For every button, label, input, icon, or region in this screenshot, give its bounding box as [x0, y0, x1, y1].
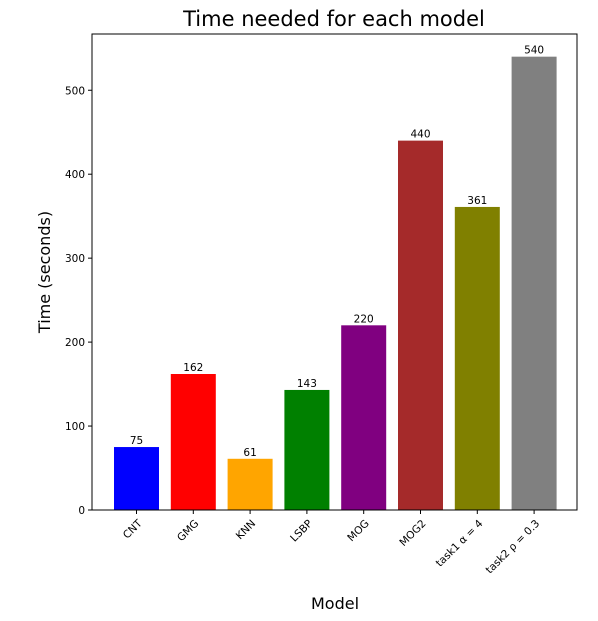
chart-title: Time needed for each model	[182, 7, 485, 31]
x-tick-label-2: KNN	[234, 518, 258, 542]
x-tick-label-1: GMG	[175, 518, 201, 544]
bars-layer	[114, 56, 557, 511]
y-tick-label-2: 200	[65, 337, 85, 349]
data-label-1: 162	[183, 362, 203, 374]
data-label-6: 361	[467, 195, 487, 207]
y-tick-label-4: 400	[65, 169, 85, 181]
data-label-4: 220	[354, 313, 374, 325]
y-tick-label-3: 300	[65, 253, 85, 265]
y-tick-label-1: 100	[65, 421, 85, 433]
data-label-3: 143	[297, 378, 317, 390]
bar-7	[511, 56, 557, 511]
y-tick-label-0: 0	[78, 505, 85, 517]
bar-6	[454, 206, 500, 510]
data-label-7: 540	[524, 45, 544, 57]
x-tick-label-0: CNT	[121, 517, 145, 541]
y-axis: 0 100 200 300 400 500	[65, 85, 92, 517]
x-tick-label-6: task1 α = 4	[434, 517, 486, 569]
bar-5	[398, 140, 443, 510]
y-axis-label: Time (seconds)	[35, 211, 54, 334]
x-tick-label-5: MOG2	[397, 518, 428, 549]
bar-3	[284, 389, 330, 510]
data-label-5: 440	[410, 129, 430, 141]
data-label-2: 61	[243, 447, 256, 459]
bar-1	[170, 374, 216, 510]
bar-4	[341, 325, 387, 510]
bar-0	[114, 447, 159, 510]
x-tick-label-4: MOG	[345, 518, 371, 544]
x-tick-label-7: task2 ρ = 0.3	[484, 518, 543, 577]
y-tick-label-5: 500	[65, 85, 85, 97]
data-label-0: 75	[130, 435, 143, 447]
bar-2	[227, 458, 273, 510]
x-axis-label: Model	[311, 594, 359, 613]
data-labels-layer: 75 162 61 143 220 440 361 540	[130, 45, 544, 459]
plot-frame	[91, 33, 578, 511]
x-tick-label-3: LSBP	[288, 518, 315, 545]
